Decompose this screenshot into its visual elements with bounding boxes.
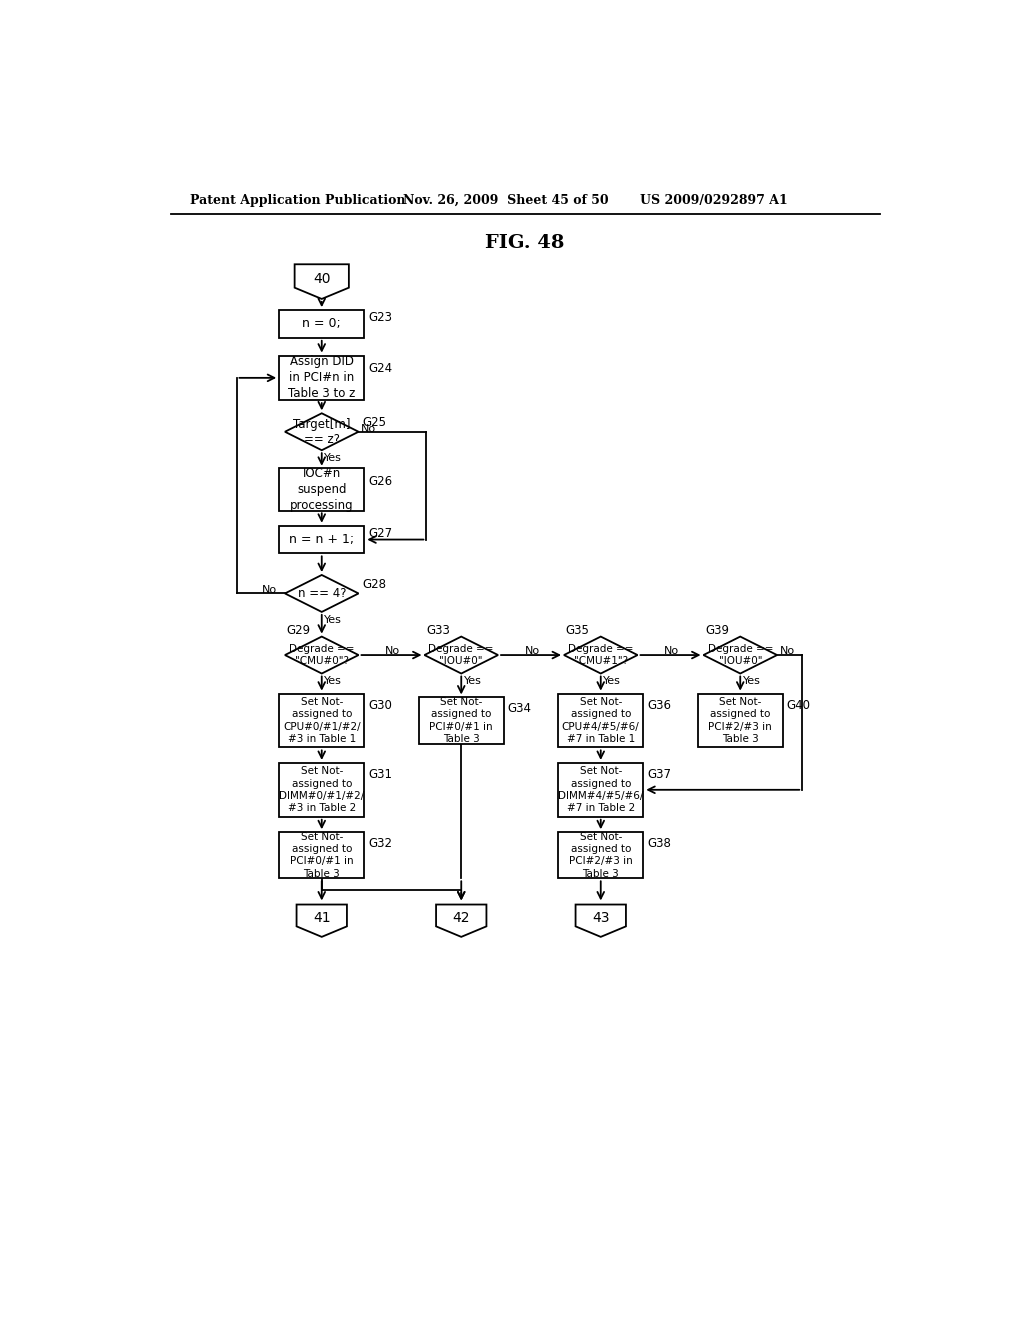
Polygon shape (424, 636, 498, 673)
Text: G31: G31 (369, 768, 392, 781)
Text: G29: G29 (287, 624, 310, 638)
Text: Set Not-
assigned to
DIMM#0/#1/#2/
#3 in Table 2: Set Not- assigned to DIMM#0/#1/#2/ #3 in… (280, 766, 365, 813)
Text: 42: 42 (453, 911, 470, 925)
Polygon shape (285, 413, 358, 450)
Text: G27: G27 (369, 527, 392, 540)
Text: Yes: Yes (324, 615, 342, 624)
Text: Degrade ==
"CMU#1"?: Degrade == "CMU#1"? (568, 644, 634, 665)
Text: 40: 40 (313, 272, 331, 286)
Text: G37: G37 (647, 768, 672, 781)
Bar (280, 525, 365, 553)
Polygon shape (285, 576, 358, 612)
Text: FIG. 48: FIG. 48 (485, 234, 564, 252)
Text: G24: G24 (369, 362, 392, 375)
Text: n = n + 1;: n = n + 1; (289, 533, 354, 546)
Text: G25: G25 (362, 416, 386, 429)
Text: G30: G30 (369, 698, 392, 711)
Text: Yes: Yes (324, 453, 342, 463)
Polygon shape (575, 904, 626, 937)
Text: Degrade ==
"IOU#0": Degrade == "IOU#0" (708, 644, 773, 665)
Text: No: No (385, 647, 400, 656)
Bar (697, 693, 783, 747)
Text: No: No (665, 647, 680, 656)
Text: G39: G39 (705, 624, 729, 638)
Text: G33: G33 (426, 624, 450, 638)
Polygon shape (564, 636, 638, 673)
Bar (280, 355, 365, 400)
Text: Degrade ==
"IOU#0": Degrade == "IOU#0" (428, 644, 494, 665)
Text: Set Not-
assigned to
DIMM#4/#5/#6/
#7 in Table 2: Set Not- assigned to DIMM#4/#5/#6/ #7 in… (558, 766, 643, 813)
Polygon shape (436, 904, 486, 937)
Bar (280, 310, 365, 338)
Text: No: No (779, 647, 795, 656)
Text: G28: G28 (362, 578, 386, 591)
Polygon shape (703, 636, 777, 673)
Bar (280, 832, 365, 878)
Text: Set Not-
assigned to
CPU#0/#1/#2/
#3 in Table 1: Set Not- assigned to CPU#0/#1/#2/ #3 in … (283, 697, 360, 744)
Text: Set Not-
assigned to
PCI#2/#3 in
Table 3: Set Not- assigned to PCI#2/#3 in Table 3 (569, 832, 633, 879)
Text: Yes: Yes (603, 676, 621, 686)
Text: G23: G23 (369, 312, 392, 325)
Text: G34: G34 (508, 702, 531, 715)
Polygon shape (297, 904, 347, 937)
Bar (280, 693, 365, 747)
Text: Nov. 26, 2009  Sheet 45 of 50: Nov. 26, 2009 Sheet 45 of 50 (403, 194, 608, 207)
Text: G35: G35 (565, 624, 590, 638)
Text: n == 4?: n == 4? (298, 587, 346, 601)
Text: Set Not-
assigned to
PCI#2/#3 in
Table 3: Set Not- assigned to PCI#2/#3 in Table 3 (709, 697, 772, 744)
Text: G36: G36 (647, 698, 672, 711)
Text: G32: G32 (369, 837, 392, 850)
Text: 41: 41 (313, 911, 331, 925)
Text: Patent Application Publication: Patent Application Publication (190, 194, 406, 207)
Text: Yes: Yes (464, 676, 481, 686)
Text: Yes: Yes (742, 676, 761, 686)
Polygon shape (285, 636, 358, 673)
Text: G38: G38 (647, 837, 671, 850)
Bar (558, 763, 643, 817)
Text: Set Not-
assigned to
CPU#4/#5/#6/
#7 in Table 1: Set Not- assigned to CPU#4/#5/#6/ #7 in … (562, 697, 640, 744)
Text: 43: 43 (592, 911, 609, 925)
Text: Target[m]
== z?: Target[m] == z? (293, 417, 350, 446)
Text: G26: G26 (369, 475, 392, 488)
Text: Set Not-
assigned to
PCI#0/#1 in
Table 3: Set Not- assigned to PCI#0/#1 in Table 3 (429, 697, 494, 744)
Text: Assign DID
in PCI#n in
Table 3 to z: Assign DID in PCI#n in Table 3 to z (288, 355, 355, 400)
Polygon shape (295, 264, 349, 298)
Text: No: No (524, 647, 540, 656)
Bar (419, 697, 504, 743)
Text: Degrade ==
"CMU#0"?: Degrade == "CMU#0"? (289, 644, 354, 665)
Bar (558, 832, 643, 878)
Text: Set Not-
assigned to
PCI#0/#1 in
Table 3: Set Not- assigned to PCI#0/#1 in Table 3 (290, 832, 353, 879)
Text: Yes: Yes (324, 676, 342, 686)
Bar (558, 693, 643, 747)
Bar (280, 763, 365, 817)
Bar (280, 469, 365, 511)
Text: IOC#n
suspend
processing: IOC#n suspend processing (290, 467, 353, 512)
Text: No: No (360, 424, 376, 434)
Text: No: No (262, 585, 276, 594)
Text: G40: G40 (786, 698, 811, 711)
Text: n = 0;: n = 0; (302, 317, 341, 330)
Text: US 2009/0292897 A1: US 2009/0292897 A1 (640, 194, 787, 207)
